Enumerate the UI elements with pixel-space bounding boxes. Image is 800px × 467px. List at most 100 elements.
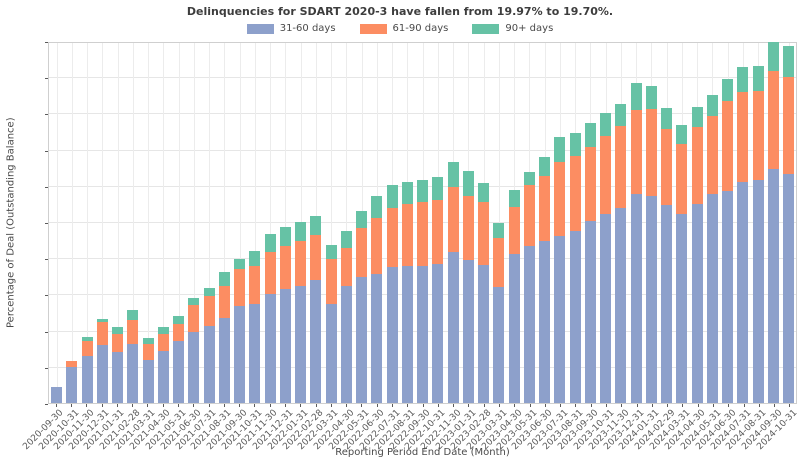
bar-group <box>80 43 95 403</box>
x-tick-mark <box>300 404 302 407</box>
bar-segment-90-days <box>340 230 352 249</box>
bar-segment-90-days <box>569 133 581 156</box>
bar-stack <box>401 182 413 403</box>
legend-label: 31-60 days <box>279 23 336 34</box>
bar-group <box>202 43 217 403</box>
bar-segment-61-90-days <box>630 109 642 194</box>
bar-segment-31-60-days <box>234 305 246 403</box>
bar-group <box>171 43 186 403</box>
bar-segment-31-60-days <box>630 193 642 403</box>
legend-item-61-90-days: 61-90 days <box>359 23 448 34</box>
bar-stack <box>508 189 520 403</box>
bar-segment-90-days <box>676 125 688 144</box>
bar-segment-31-60-days <box>615 208 627 403</box>
bar-group <box>354 43 369 403</box>
bar-stack <box>417 179 429 403</box>
bar-group <box>598 43 613 403</box>
bar-segment-61-90-days <box>523 184 535 247</box>
bar-segment-61-90-days <box>462 195 474 260</box>
x-tick-mark <box>70 404 72 407</box>
bar-stack <box>645 85 657 403</box>
legend-swatch <box>359 23 387 34</box>
x-tick-mark <box>223 404 225 407</box>
bar-stack <box>615 104 627 403</box>
bar-segment-61-90-days <box>554 162 566 236</box>
y-tick-mark <box>45 150 48 152</box>
x-tick-mark <box>101 404 103 407</box>
bar-stack <box>188 297 200 403</box>
bar-segment-31-60-days <box>218 317 230 403</box>
bar-segment-31-60-days <box>340 286 352 403</box>
bar-stack <box>722 79 734 403</box>
bar-segment-31-60-days <box>462 259 474 403</box>
bar-segment-90-days <box>325 245 337 259</box>
bar-segment-90-days <box>722 79 734 101</box>
y-axis-title: Percentage of Deal (Outstanding Balance) <box>5 117 17 329</box>
x-tick-mark <box>162 404 164 407</box>
bar-segment-90-days <box>203 288 215 297</box>
bar-segment-61-90-days <box>645 109 657 197</box>
bar-stack <box>783 46 795 403</box>
bar-stack <box>569 133 581 403</box>
bar-segment-31-60-days <box>539 240 551 403</box>
bar-stack <box>447 161 459 403</box>
bar-segment-90-days <box>615 104 627 127</box>
bar-stack <box>523 171 535 403</box>
bar-group <box>491 43 506 403</box>
bar-group <box>110 43 125 403</box>
gridline-vertical <box>346 43 348 403</box>
bar-segment-90-days <box>508 189 520 208</box>
bar-segment-90-days <box>752 66 764 91</box>
x-tick-mark <box>208 404 210 407</box>
x-tick-mark <box>284 404 286 407</box>
bar-group <box>674 43 689 403</box>
bar-segment-31-60-days <box>173 341 185 403</box>
bar-group <box>125 43 140 403</box>
y-tick-mark <box>45 367 48 369</box>
bar-segment-61-90-days <box>279 245 291 289</box>
bar-stack <box>234 259 246 403</box>
bar-group <box>232 43 247 403</box>
bar-segment-61-90-days <box>188 305 200 332</box>
x-tick-mark <box>315 404 317 407</box>
bar-segment-61-90-days <box>340 248 352 287</box>
bar-segment-61-90-days <box>508 207 520 255</box>
bar-segment-61-90-days <box>447 187 459 252</box>
bar-segment-90-days <box>234 259 246 270</box>
bar-segment-90-days <box>310 216 322 236</box>
bar-segment-90-days <box>142 337 154 345</box>
gridline-vertical <box>178 43 180 403</box>
x-tick-mark <box>468 404 470 407</box>
bar-segment-61-90-days <box>676 144 688 215</box>
bar-segment-31-60-days <box>508 254 520 403</box>
bar-group <box>446 43 461 403</box>
x-tick-mark <box>483 404 485 407</box>
x-tick-mark <box>789 404 791 407</box>
bar-group <box>735 43 750 403</box>
legend-item-90-days: 90+ days <box>472 23 553 34</box>
bar-stack <box>340 230 352 403</box>
bar-stack <box>51 387 63 403</box>
bar-segment-31-60-days <box>356 277 368 403</box>
bar-stack <box>584 123 596 403</box>
bar-group <box>415 43 430 403</box>
bar-segment-61-90-days <box>432 199 444 264</box>
bar-segment-31-60-days <box>600 214 612 403</box>
bar-group <box>705 43 720 403</box>
bar-segment-61-90-days <box>401 204 413 267</box>
x-tick-mark <box>514 404 516 407</box>
x-tick-mark <box>254 404 256 407</box>
bar-group <box>522 43 537 403</box>
x-tick-mark <box>239 404 241 407</box>
bar-stack <box>142 337 154 403</box>
x-tick-mark <box>544 404 546 407</box>
bar-stack <box>310 216 322 403</box>
bar-stack <box>112 327 124 403</box>
bar-segment-90-days <box>218 272 230 287</box>
bar-segment-61-90-days <box>417 201 429 266</box>
bar-segment-90-days <box>523 171 535 185</box>
bar-segment-90-days <box>630 83 642 110</box>
bar-segment-31-60-days <box>661 205 673 403</box>
bar-stack <box>203 288 215 403</box>
